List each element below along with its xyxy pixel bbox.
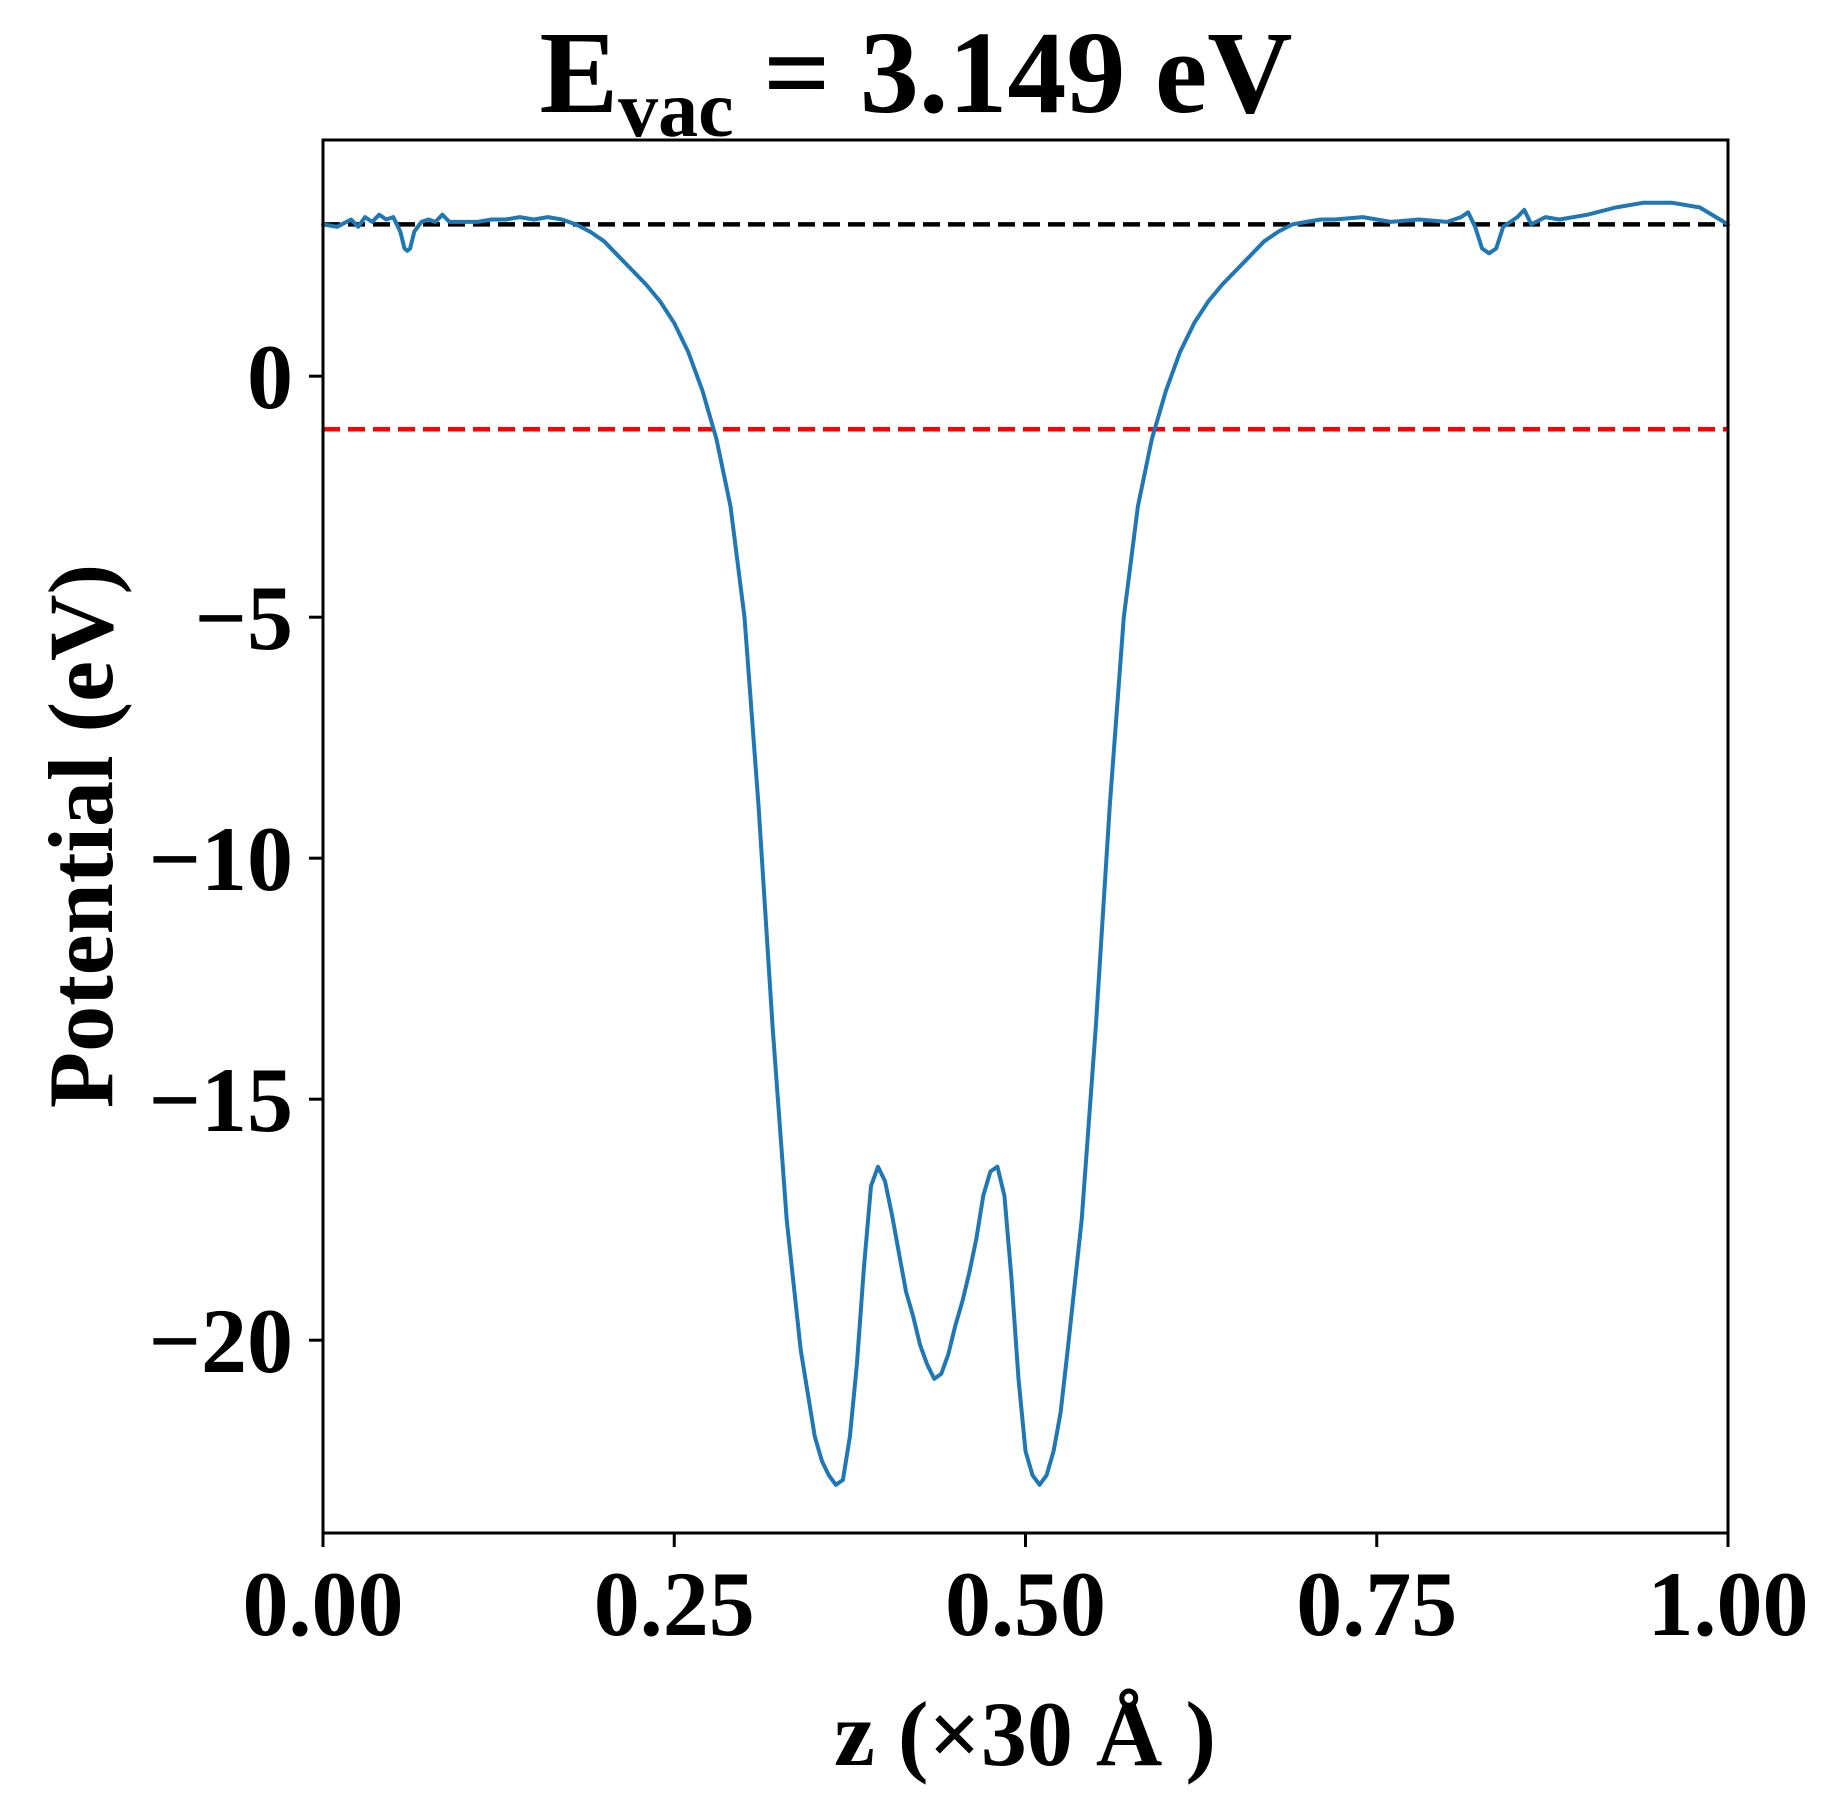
- x-axis-label: z (×30 Å ): [834, 1683, 1216, 1785]
- axes-frame: [321, 138, 1730, 1535]
- chart-title-main: E: [539, 7, 618, 138]
- y-tick-label: −15: [149, 1049, 293, 1151]
- y-tick-label: −5: [195, 567, 293, 669]
- chart-title-rest: = 3.149 eV: [734, 7, 1293, 138]
- y-tick-label: −20: [149, 1290, 293, 1392]
- x-tick-label: 0.00: [243, 1553, 404, 1655]
- svg-text:Evac = 3.149 eV: Evac = 3.149 eV: [539, 7, 1292, 154]
- y-axis-label: Potential (eV): [30, 564, 132, 1108]
- x-tick-label: 0.50: [945, 1553, 1106, 1655]
- y-tick-label: 0: [247, 326, 293, 428]
- x-axis-ticks: 0.00 0.25 0.50 0.75 1.00: [243, 1533, 1809, 1655]
- x-tick-label: 0.75: [1296, 1553, 1457, 1655]
- chart-title: Evac = 3.149 eV: [539, 7, 1292, 154]
- x-tick-label: 0.25: [594, 1553, 755, 1655]
- x-tick-label: 1.00: [1648, 1553, 1809, 1655]
- y-axis-ticks: 0 −5 −10 −15 −20: [149, 326, 323, 1392]
- plot-area: [321, 200, 1730, 1487]
- series-line-1: [321, 200, 1730, 1487]
- y-tick-label: −10: [149, 808, 293, 910]
